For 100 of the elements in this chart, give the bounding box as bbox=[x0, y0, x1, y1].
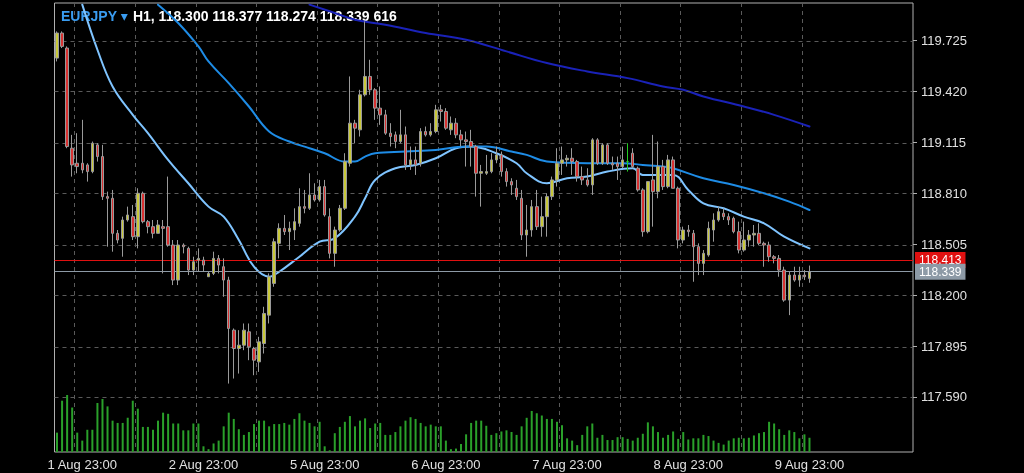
bar bbox=[187, 430, 190, 452]
y-tick-label: 118.505 bbox=[921, 236, 968, 252]
candlestick bbox=[328, 207, 331, 259]
bar bbox=[742, 438, 745, 452]
bar bbox=[449, 449, 452, 452]
bar bbox=[318, 421, 321, 452]
bar bbox=[232, 418, 235, 452]
candlestick bbox=[222, 257, 225, 298]
bar bbox=[384, 434, 387, 452]
bar bbox=[656, 432, 659, 452]
candlestick bbox=[490, 152, 493, 174]
bar bbox=[323, 446, 326, 452]
candlestick bbox=[106, 191, 109, 248]
candlestick bbox=[318, 179, 321, 203]
candlestick bbox=[293, 207, 296, 241]
bar bbox=[525, 417, 528, 452]
candlestick bbox=[687, 224, 690, 238]
bar bbox=[571, 440, 574, 452]
y-tick-label: 119.420 bbox=[921, 83, 968, 99]
candlestick bbox=[308, 172, 311, 211]
candlestick bbox=[101, 144, 104, 201]
candlestick bbox=[81, 119, 84, 174]
candlestick bbox=[404, 126, 407, 171]
bar bbox=[197, 423, 200, 452]
bar bbox=[76, 432, 79, 452]
bar bbox=[581, 434, 584, 452]
candlestick bbox=[389, 122, 392, 148]
candlestick bbox=[303, 189, 306, 214]
bar bbox=[566, 438, 569, 452]
candlestick bbox=[96, 142, 99, 163]
bar bbox=[475, 420, 478, 452]
bar bbox=[752, 435, 755, 452]
candlestick bbox=[187, 246, 190, 276]
bar bbox=[242, 434, 245, 452]
bar bbox=[61, 400, 64, 452]
candlestick bbox=[616, 156, 619, 181]
bar bbox=[348, 416, 351, 452]
candlestick bbox=[283, 214, 286, 236]
bar bbox=[227, 412, 230, 452]
bar bbox=[298, 413, 301, 452]
bar bbox=[86, 429, 89, 452]
bar bbox=[429, 424, 432, 452]
bar bbox=[576, 445, 579, 452]
candlestick bbox=[626, 142, 629, 173]
bar bbox=[662, 437, 665, 452]
bar bbox=[727, 440, 730, 452]
bar bbox=[535, 413, 538, 452]
candlestick bbox=[530, 199, 533, 238]
candlestick bbox=[606, 142, 609, 166]
bar bbox=[555, 421, 558, 452]
bar bbox=[747, 437, 750, 452]
bar bbox=[66, 395, 69, 452]
candlestick bbox=[116, 229, 119, 244]
bar bbox=[353, 426, 356, 452]
bar bbox=[202, 446, 205, 452]
candlestick bbox=[227, 276, 230, 385]
bar bbox=[439, 426, 442, 452]
bar bbox=[737, 437, 740, 452]
candlestick bbox=[621, 146, 624, 169]
bar bbox=[81, 440, 84, 452]
bar bbox=[677, 438, 680, 452]
bar bbox=[631, 440, 634, 452]
bar bbox=[697, 438, 700, 452]
candlestick bbox=[126, 206, 129, 223]
bar bbox=[162, 412, 165, 452]
bar bbox=[672, 431, 675, 452]
candlestick bbox=[288, 221, 291, 251]
candlestick bbox=[65, 45, 69, 149]
bar bbox=[374, 423, 377, 452]
candlestick bbox=[197, 247, 200, 273]
bar bbox=[283, 422, 286, 452]
bar bbox=[192, 423, 195, 452]
bar bbox=[404, 420, 407, 452]
bar bbox=[702, 434, 705, 452]
candlestick bbox=[323, 179, 326, 218]
candlestick bbox=[91, 141, 94, 174]
candlestick bbox=[601, 142, 604, 166]
bar bbox=[247, 432, 250, 452]
bar bbox=[399, 426, 402, 452]
bar bbox=[136, 408, 139, 452]
y-tick-label: 117.895 bbox=[921, 338, 968, 354]
bar bbox=[808, 437, 811, 452]
candlestick bbox=[298, 187, 301, 228]
bar bbox=[768, 421, 771, 452]
x-tick-label: 7 Aug 23:00 bbox=[532, 457, 602, 472]
bar bbox=[788, 430, 791, 452]
candlestick bbox=[495, 146, 498, 164]
bar bbox=[460, 444, 463, 452]
bar bbox=[732, 438, 735, 452]
candlestick bbox=[631, 147, 634, 169]
candlestick bbox=[207, 271, 210, 278]
candlestick bbox=[798, 266, 801, 288]
bar bbox=[470, 422, 473, 452]
candlestick bbox=[702, 249, 705, 276]
bar bbox=[278, 424, 281, 452]
y-tick-label: 119.725 bbox=[921, 33, 968, 49]
bar bbox=[798, 438, 801, 452]
candlestick bbox=[121, 216, 124, 258]
candlestick bbox=[525, 204, 528, 258]
candlestick bbox=[596, 137, 599, 166]
